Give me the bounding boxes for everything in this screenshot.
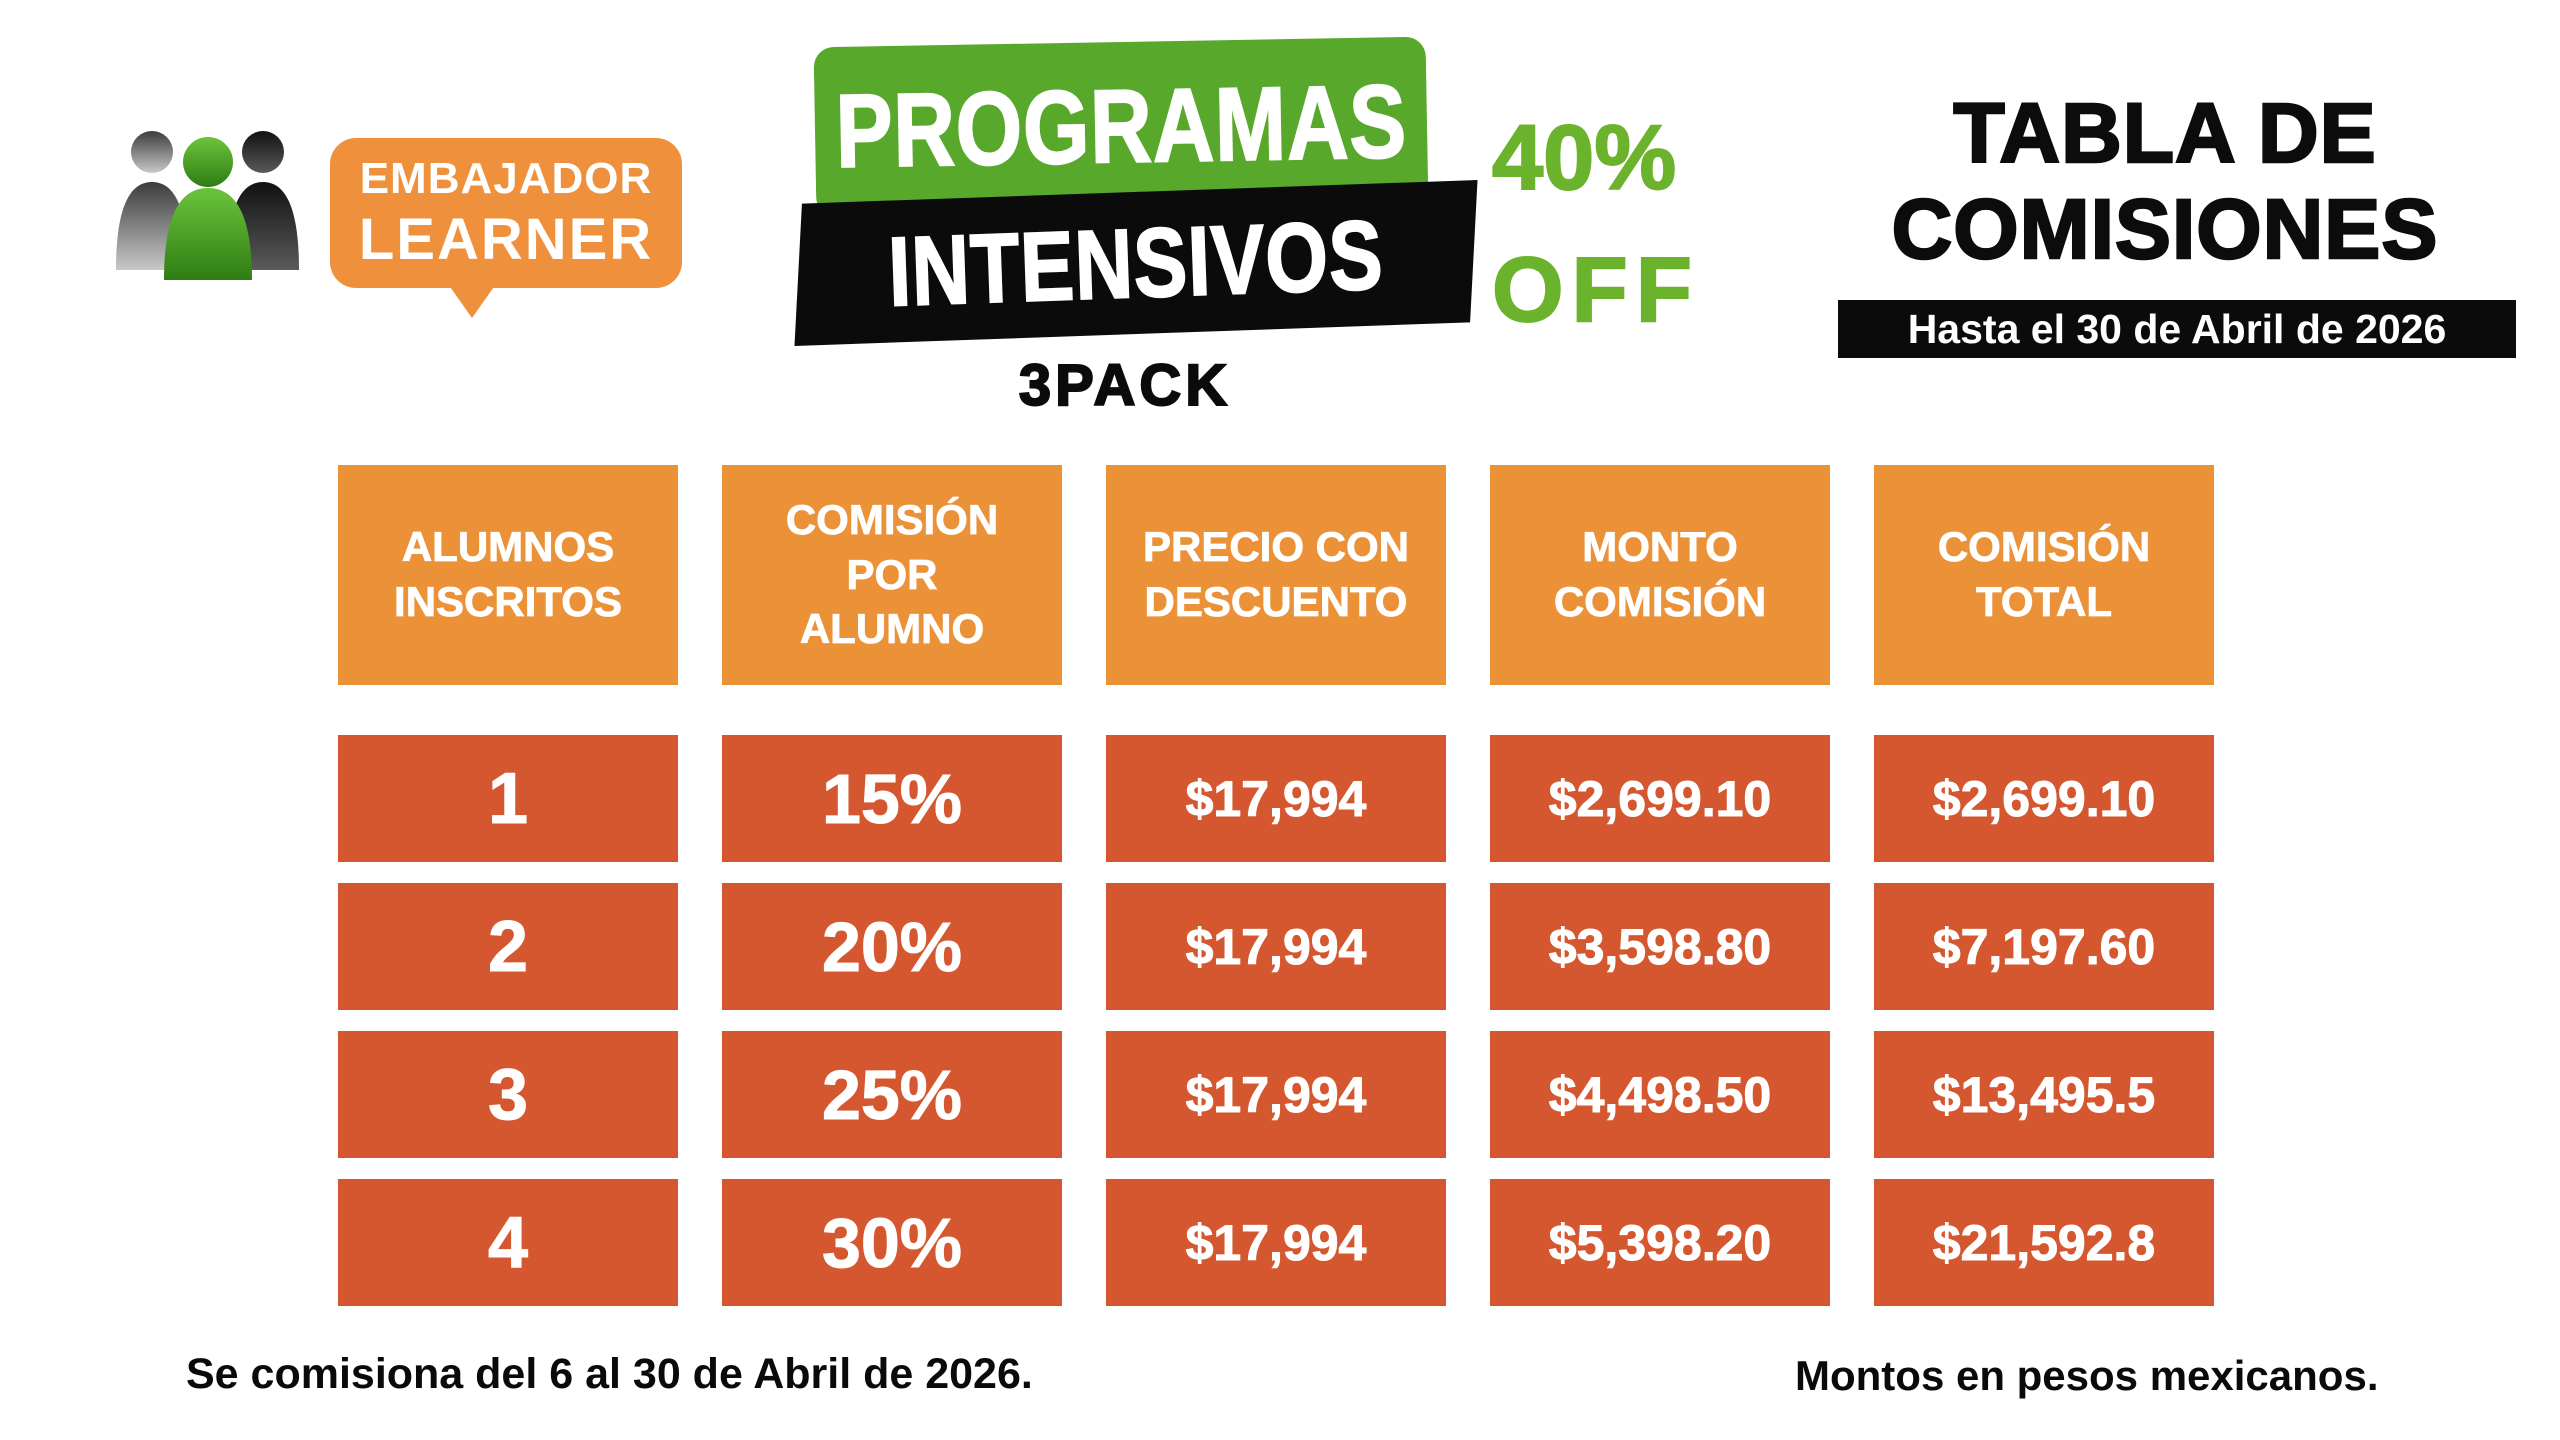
badge-text-embajador: EMBAJADOR — [359, 153, 653, 203]
header-line: ALUMNO — [799, 605, 985, 653]
table-cell: $21,592.8 — [1874, 1179, 2214, 1306]
table-cell: 30% — [722, 1179, 1062, 1306]
footnote-currency: Montos en pesos mexicanos. — [1795, 1352, 2379, 1399]
table-cell: $7,197.60 — [1874, 883, 2214, 1010]
table-cell: $13,495.5 — [1874, 1031, 2214, 1158]
table-cell: $3,598.80 — [1490, 883, 1830, 1010]
promo-title-line2: INTENSIVOS — [886, 198, 1386, 327]
header-cell-comision-total: COMISIÓN TOTAL — [1874, 465, 2214, 685]
page-title-line1: TABLA DE — [1952, 85, 2377, 181]
table-cell: 4 — [338, 1179, 678, 1306]
table-cell: 20% — [722, 883, 1062, 1010]
discount-percent: 40% — [1491, 107, 1677, 209]
commission-table-body: 1 15% $17,994 $2,699.10 $2,699.10 2 20% … — [338, 735, 2214, 1306]
table-cell: $5,398.20 — [1490, 1179, 1830, 1306]
brand-badge: EMBAJADOR LEARNER — [330, 138, 682, 288]
table-cell: $17,994 — [1106, 1179, 1446, 1306]
table-cell: $17,994 — [1106, 883, 1446, 1010]
header-line: ALUMNOS — [401, 523, 615, 571]
promo-pack-label: 3PACK — [1018, 352, 1232, 419]
header-line: INSCRITOS — [394, 578, 623, 626]
table-cell: 2 — [338, 883, 678, 1010]
validity-bar: Hasta el 30 de Abril de 2026 — [1838, 300, 2516, 358]
table-cell: $17,994 — [1106, 735, 1446, 862]
learner-logo-icon — [100, 120, 315, 290]
header-line: POR — [846, 550, 938, 598]
discount-block: 40% OFF — [1491, 107, 1700, 341]
header-line: PRECIO CON — [1142, 523, 1410, 571]
badge-text-learner: LEARNER — [358, 206, 654, 272]
table-cell: 25% — [722, 1031, 1062, 1158]
footnote-commission-period: Se comisiona del 6 al 30 de Abril de 202… — [186, 1350, 1033, 1398]
promo-title-intensivos: INTENSIVOS — [794, 180, 1478, 346]
header-line: COMISIÓN — [785, 496, 999, 544]
header-cell-alumnos-inscritos: ALUMNOS INSCRITOS — [338, 465, 678, 685]
header-cell-comision-por-alumno: COMISIÓN POR ALUMNO — [722, 465, 1062, 685]
header-line: TOTAL — [1975, 578, 2113, 626]
header-cell-precio-con-descuento: PRECIO CON DESCUENTO — [1106, 465, 1446, 685]
table-cell: 15% — [722, 735, 1062, 862]
table-cell: $17,994 — [1106, 1031, 1446, 1158]
discount-off: OFF — [1491, 239, 1700, 341]
badge-tail-icon — [448, 284, 496, 318]
promo-title-line1: PROGRAMAS — [834, 63, 1409, 191]
table-cell: 1 — [338, 735, 678, 862]
header-line: COMISIÓN — [1937, 523, 2151, 571]
header-line: COMISIÓN — [1553, 578, 1767, 626]
header-line: MONTO — [1582, 523, 1738, 571]
page-title-line2: COMISIONES — [1890, 181, 2439, 277]
page-title: TABLA DE COMISIONES — [1800, 85, 2530, 278]
table-cell: $2,699.10 — [1490, 735, 1830, 862]
header-cell-monto-comision: MONTO COMISIÓN — [1490, 465, 1830, 685]
commission-table-header: ALUMNOS INSCRITOS COMISIÓN POR ALUMNO PR… — [338, 465, 2214, 685]
header-line: DESCUENTO — [1144, 578, 1408, 626]
table-cell: 3 — [338, 1031, 678, 1158]
table-cell: $4,498.50 — [1490, 1031, 1830, 1158]
table-cell: $2,699.10 — [1874, 735, 2214, 862]
